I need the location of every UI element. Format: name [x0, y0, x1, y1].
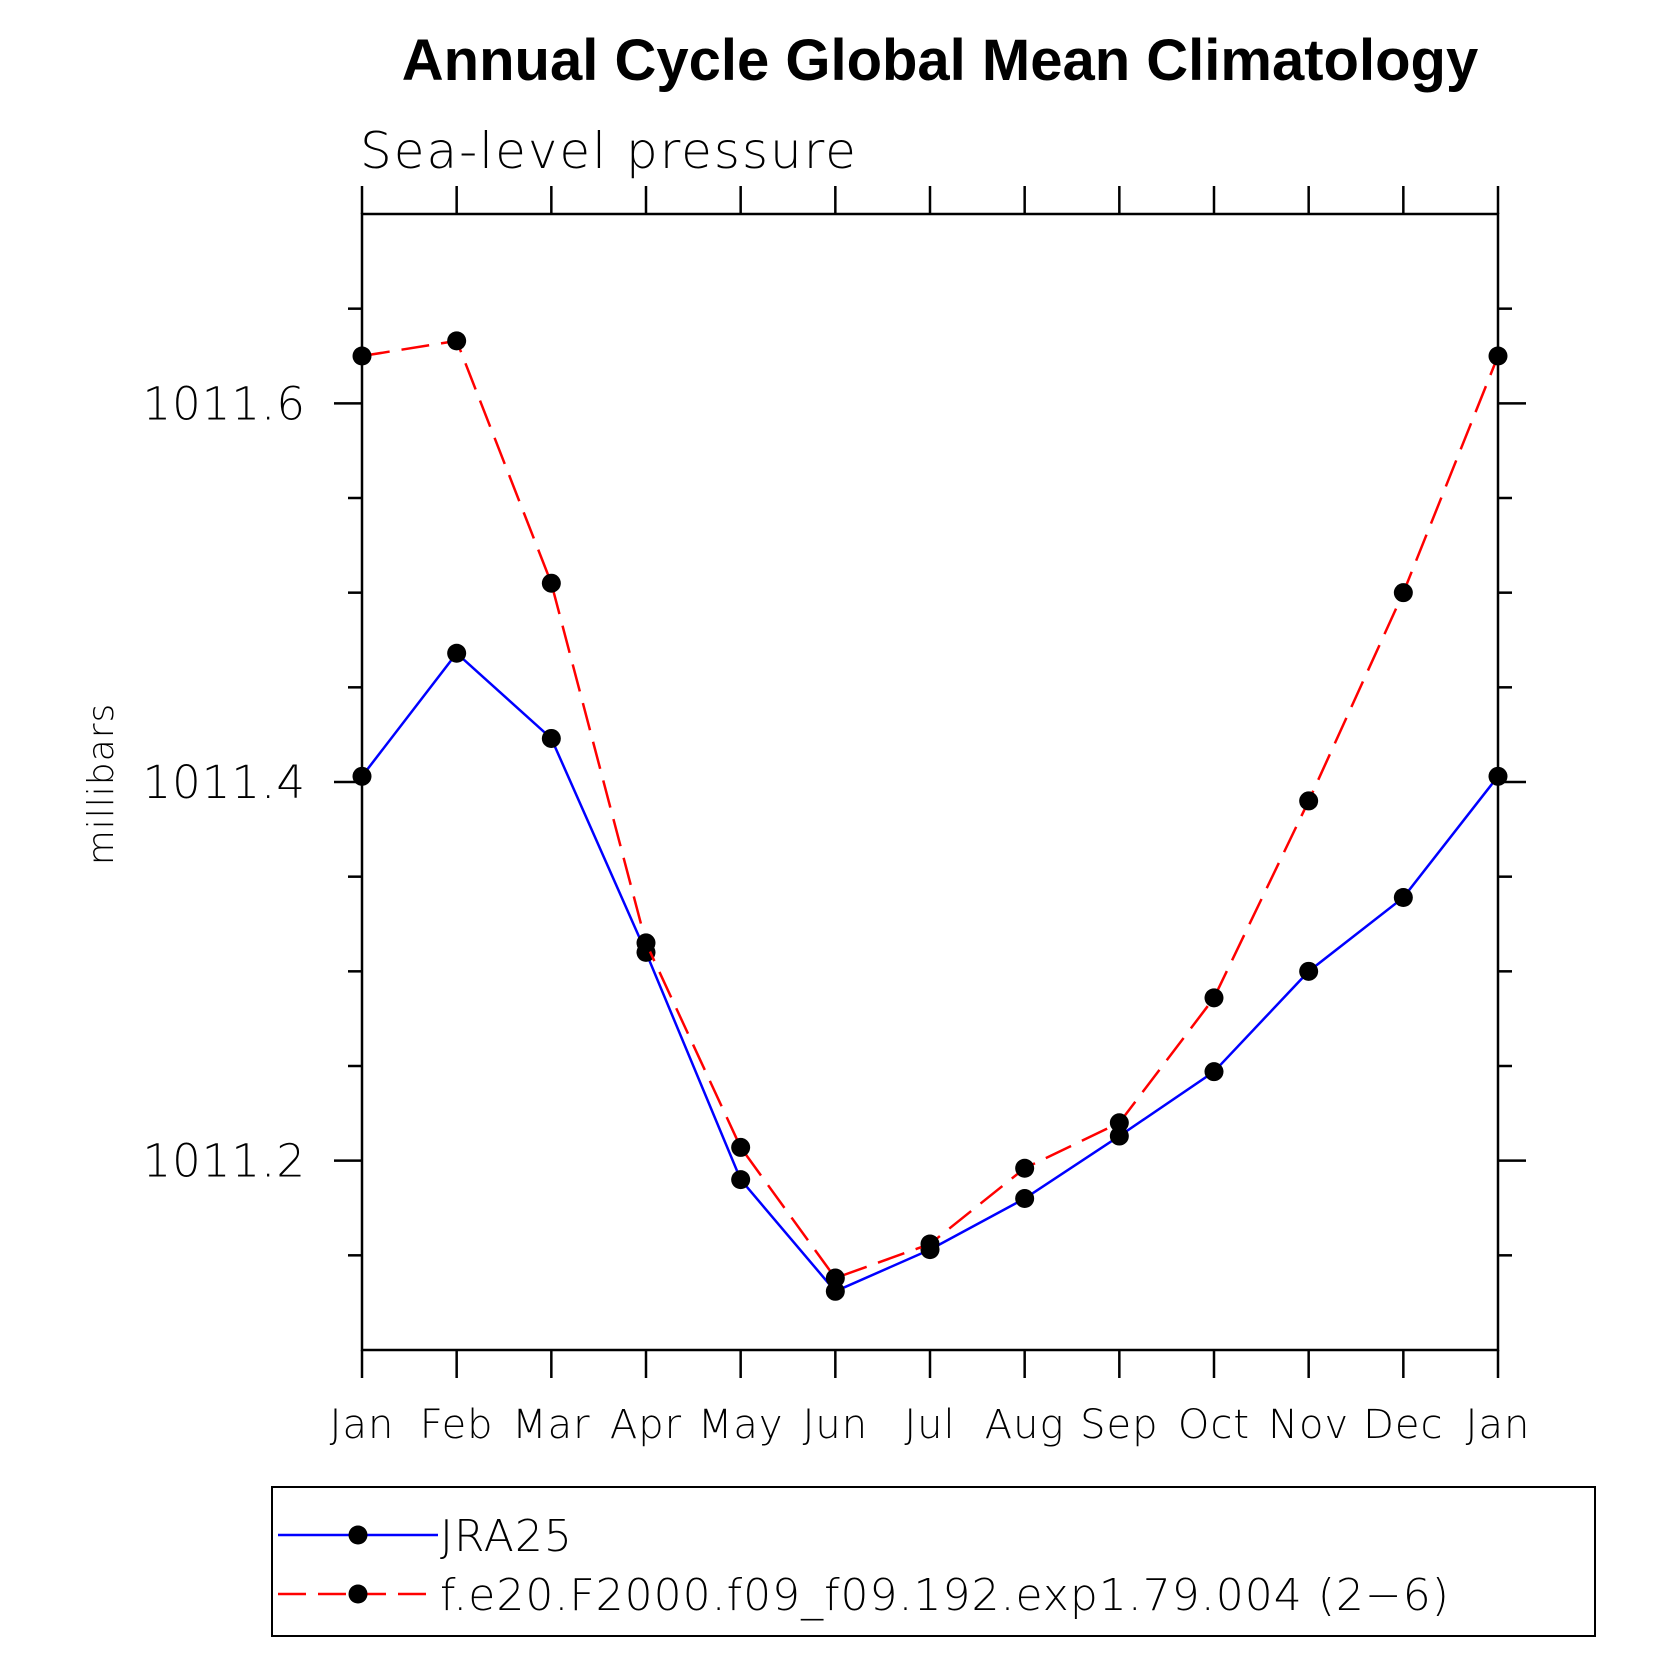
- legend: JRA25 f.e20.F2000.f09_f09.192.exp1.79.004…: [271, 1486, 1596, 1637]
- data-point: [1299, 961, 1319, 981]
- data-point: [1109, 1113, 1129, 1133]
- data-point: [1204, 988, 1224, 1008]
- x-tick-label: Aug: [985, 1402, 1065, 1448]
- series-layer: [352, 331, 1508, 1301]
- data-point: [352, 766, 372, 786]
- legend-label-2: f.e20.F2000.f09_f09.192.exp1.79.004 (2−6…: [440, 1570, 1450, 1621]
- x-tick-label: Apr: [610, 1402, 682, 1448]
- series-line: [361, 339, 1500, 1280]
- data-point: [352, 346, 372, 366]
- x-tick-label: Oct: [1178, 1402, 1250, 1448]
- y-tick-label: 1011.6: [143, 377, 306, 430]
- data-point: [825, 1281, 845, 1301]
- data-point: [1204, 1062, 1224, 1082]
- data-point: [731, 1170, 751, 1190]
- x-tick-label: Nov: [1268, 1402, 1349, 1448]
- data-point: [447, 643, 467, 663]
- x-tick-label: Mar: [512, 1402, 590, 1448]
- data-point: [731, 1137, 751, 1157]
- axes: Jan Feb Mar Apr May Jun Jul Aug Sep Oct Nov Dec Jan 1…: [143, 186, 1531, 1448]
- chart-title: Annual Cycle Global Mean Climatology: [402, 28, 1478, 93]
- data-point: [825, 1268, 845, 1288]
- x-tick-label: Jan: [1466, 1402, 1531, 1448]
- data-point: [1299, 791, 1319, 811]
- x-tick-label: Jan: [330, 1402, 395, 1448]
- data-point: [1393, 583, 1413, 603]
- legend-box: [271, 1486, 1596, 1637]
- x-tick-label: Feb: [420, 1402, 494, 1448]
- data-point: [1109, 1126, 1129, 1146]
- data-point: [541, 573, 561, 593]
- x-tick-label: May: [698, 1402, 784, 1448]
- plot-frame: [360, 212, 1500, 1352]
- y-tick-label: 1011.4: [143, 756, 306, 809]
- chart-subtitle: Sea-level pressure: [360, 122, 858, 180]
- data-point: [636, 933, 656, 953]
- x-tick-label: Sep: [1080, 1402, 1158, 1448]
- x-tick-label: Jul: [904, 1402, 955, 1448]
- x-tick-label: Jun: [803, 1402, 869, 1448]
- legend-marker-2: [348, 1584, 368, 1604]
- data-point: [1015, 1189, 1035, 1209]
- x-tick-label: Dec: [1363, 1402, 1443, 1448]
- y-tick-label: 1011.2: [143, 1135, 306, 1188]
- y-axis-label: millibars: [81, 703, 122, 866]
- legend-marker-1: [348, 1525, 368, 1545]
- series-line: [361, 651, 1499, 1293]
- data-point: [541, 728, 561, 748]
- data-point: [1393, 887, 1413, 907]
- series-2: [352, 331, 1508, 1288]
- data-point: [447, 331, 467, 351]
- data-point: [1488, 766, 1508, 786]
- data-point: [920, 1234, 940, 1254]
- data-point: [1488, 346, 1508, 366]
- data-point: [1015, 1158, 1035, 1178]
- legend-label-1: JRA25: [440, 1511, 573, 1562]
